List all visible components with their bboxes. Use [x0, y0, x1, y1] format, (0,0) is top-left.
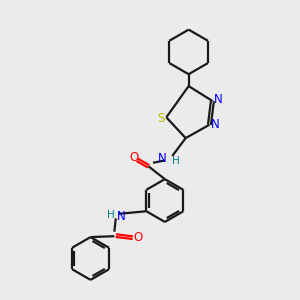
Text: O: O: [129, 151, 138, 164]
Text: N: N: [158, 152, 166, 165]
Text: H: H: [172, 156, 179, 166]
Text: N: N: [117, 210, 126, 224]
Text: N: N: [211, 118, 220, 131]
Text: S: S: [157, 112, 165, 125]
Text: H: H: [107, 210, 115, 220]
Text: N: N: [214, 93, 223, 106]
Text: O: O: [134, 231, 143, 244]
